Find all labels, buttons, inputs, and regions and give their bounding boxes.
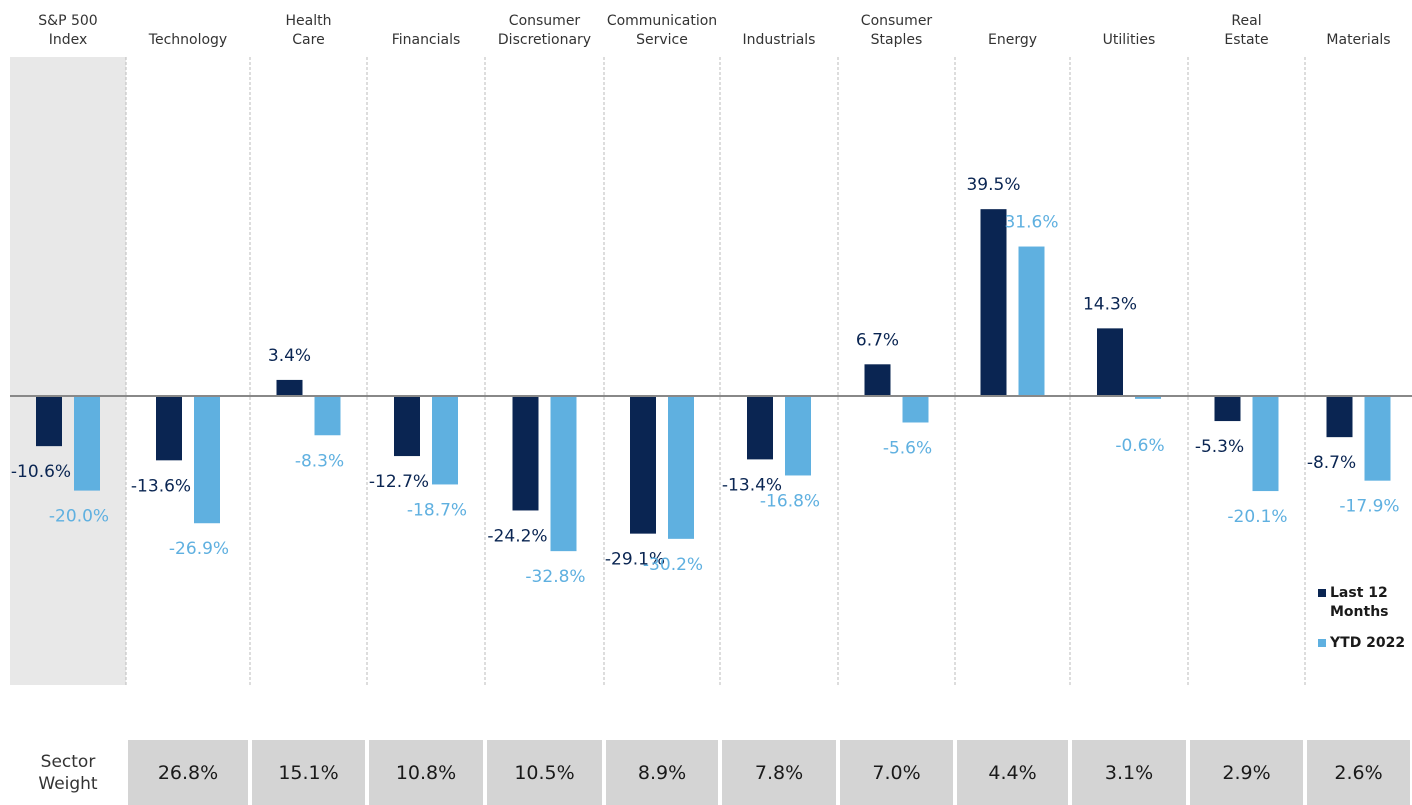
value-label: -5.3%: [1195, 437, 1244, 457]
value-label: -29.1%: [605, 550, 665, 570]
bar: [864, 364, 891, 396]
column-header: Communication Service: [606, 13, 718, 48]
value-label: -13.4%: [722, 475, 782, 495]
sector-weight: 2.9%: [1190, 740, 1303, 805]
index-background: [10, 57, 126, 685]
value-label: -26.9%: [169, 539, 229, 559]
value-label: -5.6%: [883, 438, 932, 458]
value-label: 14.3%: [1083, 294, 1137, 314]
bar: [630, 396, 656, 534]
bar: [512, 396, 539, 511]
value-label: 3.4%: [268, 346, 311, 366]
bar: [394, 396, 420, 457]
bar: [432, 396, 458, 485]
value-label: -10.6%: [11, 462, 71, 482]
value-label: 6.7%: [856, 330, 899, 350]
sector-weight: 7.8%: [722, 740, 836, 805]
sector-weight: 2.6%: [1307, 740, 1410, 805]
column-header: Consumer Staples: [860, 13, 933, 48]
bar: [1364, 396, 1391, 481]
sector-weight: 15.1%: [252, 740, 365, 805]
bar: [276, 379, 303, 396]
bar: [1018, 246, 1045, 396]
column-header: S&P 500 Index: [38, 13, 98, 48]
value-label: -20.1%: [1227, 507, 1287, 527]
sector-weight: 26.8%: [128, 740, 248, 805]
bar: [194, 396, 220, 524]
sector-weight: 4.4%: [957, 740, 1068, 805]
bar: [747, 396, 773, 460]
value-label: -12.7%: [369, 472, 429, 492]
sector-weight: 10.8%: [369, 740, 483, 805]
bar: [74, 396, 100, 491]
value-label: -20.0%: [49, 507, 109, 527]
column-header: Materials: [1326, 32, 1391, 48]
bar: [902, 396, 929, 423]
value-label: -24.2%: [487, 526, 547, 546]
column-header: Technology: [148, 32, 228, 48]
sector-weight: 8.9%: [606, 740, 718, 805]
bar: [980, 209, 1007, 396]
value-label: -16.8%: [760, 491, 820, 511]
value-label: -30.2%: [643, 555, 703, 575]
bar: [1097, 328, 1123, 396]
sector-weight: 3.1%: [1072, 740, 1186, 805]
sector-weight: 10.5%: [487, 740, 602, 805]
legend-label: Last 12 Months: [1330, 585, 1389, 620]
column-header: Health Care: [285, 13, 332, 48]
value-label: -8.7%: [1307, 453, 1356, 473]
column-header: Industrials: [742, 32, 816, 48]
bar: [1135, 396, 1161, 399]
column-header: Utilities: [1102, 32, 1156, 48]
sector-weight: 7.0%: [840, 740, 953, 805]
bar: [668, 396, 694, 539]
legend-label: YTD 2022: [1330, 635, 1406, 651]
bar: [550, 396, 577, 552]
value-label: -18.7%: [407, 500, 467, 520]
column-header: Consumer Discretionary: [497, 13, 592, 48]
column-header: Energy: [987, 32, 1037, 48]
column-header: Financials: [391, 32, 461, 48]
value-label: -13.6%: [131, 476, 191, 496]
value-label: 31.6%: [1004, 213, 1058, 233]
value-label: -8.3%: [295, 451, 344, 471]
legend-swatch: [1318, 589, 1326, 597]
bar: [1326, 396, 1353, 438]
value-label: -0.6%: [1115, 436, 1164, 456]
sector-weight-label: Sector Weight: [38, 751, 98, 794]
bar: [156, 396, 182, 461]
legend-swatch: [1318, 639, 1326, 647]
value-label: -32.8%: [525, 567, 585, 587]
value-label: -17.9%: [1339, 497, 1399, 517]
column-header: Real Estate: [1224, 13, 1269, 48]
bar: [36, 396, 62, 447]
value-label: 39.5%: [966, 175, 1020, 195]
bar: [314, 396, 341, 436]
bar: [785, 396, 811, 476]
bar: [1214, 396, 1241, 422]
bar: [1252, 396, 1279, 492]
